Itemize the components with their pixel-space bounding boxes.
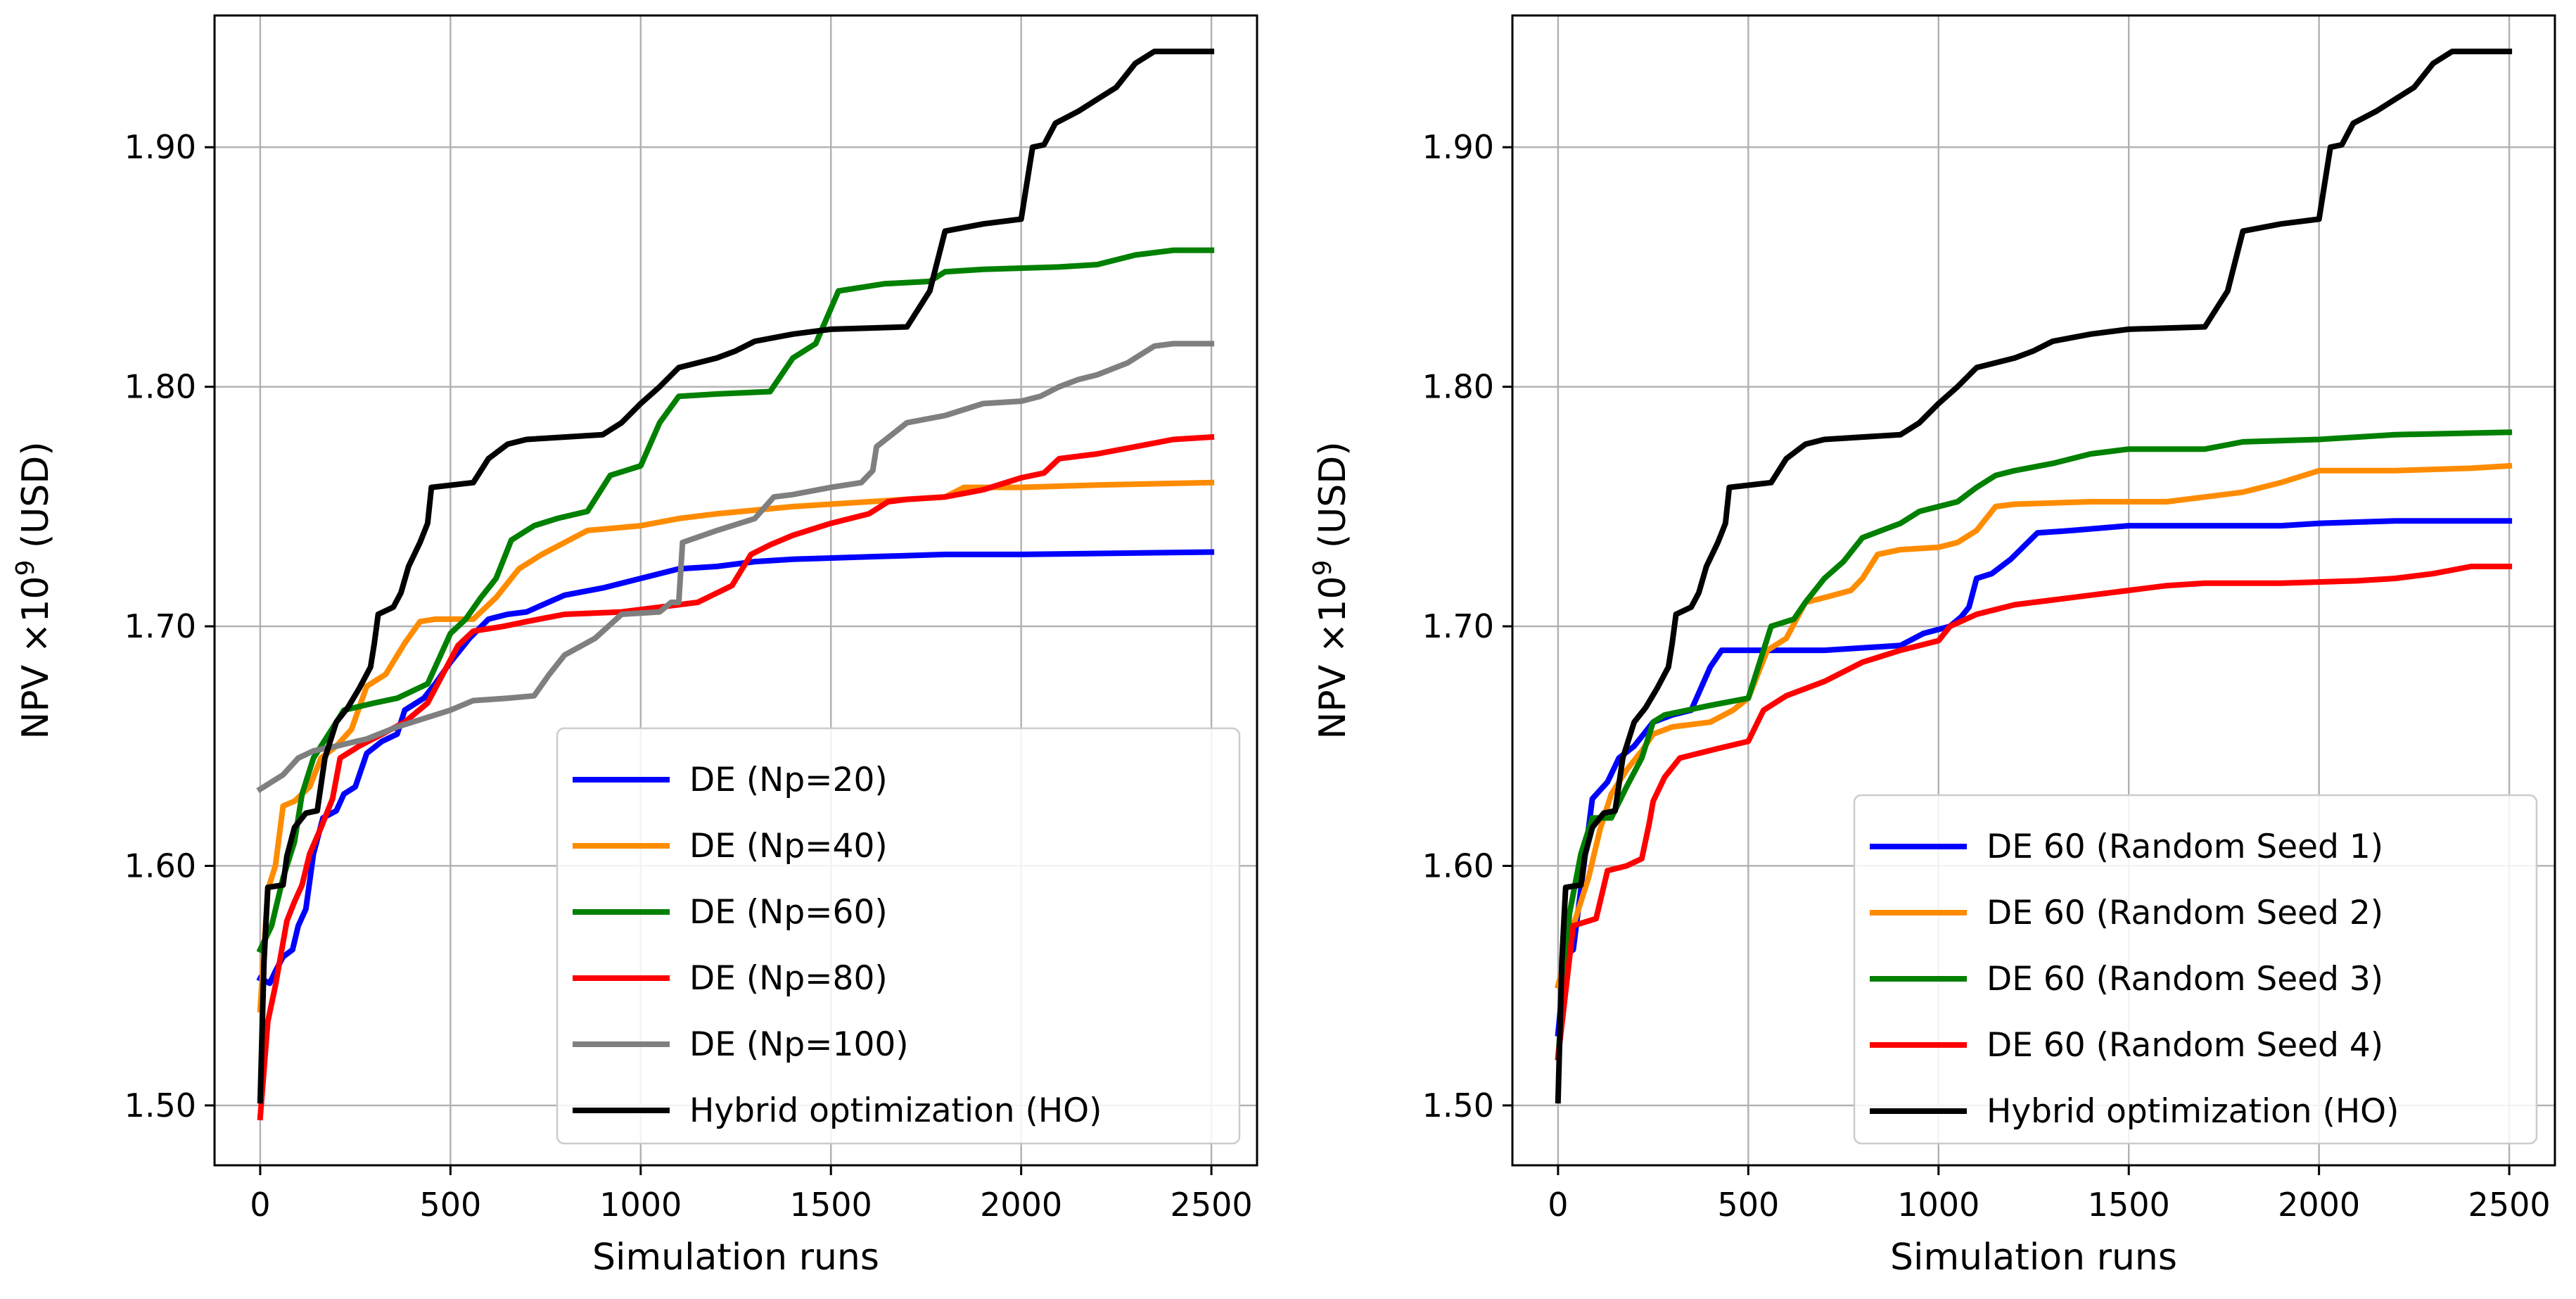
y-axis-label-suffix: (USD) [1312, 441, 1354, 559]
x-tick-label: 1500 [790, 1186, 872, 1224]
y-tick-label: 1.60 [1422, 847, 1494, 885]
axes-frame [213, 14, 1258, 1167]
legend-label: DE 60 (Random Seed 3) [1987, 960, 2383, 999]
y-tick-label: 1.50 [1422, 1086, 1494, 1124]
legend-label: DE 60 (Random Seed 4) [1987, 1026, 2383, 1065]
series-line [256, 247, 1215, 953]
y-axis-label-exponent: 9 [1308, 560, 1337, 576]
x-tick-label: 2000 [980, 1186, 1062, 1224]
series-line [1555, 49, 2513, 1104]
x-tick-label: 2500 [2468, 1186, 2551, 1224]
y-axis-label: NPV ×109 (USD) [1308, 441, 1354, 739]
x-tick-label: 500 [1717, 1186, 1779, 1224]
axes-frame [1511, 14, 2556, 1167]
y-axis-label-exponent: 9 [11, 560, 40, 576]
x-axis-label: Simulation runs [1890, 1236, 2177, 1279]
legend: DE 60 (Random Seed 1) DE 60 (Random Seed … [1853, 794, 2538, 1145]
legend-label: DE 60 (Random Seed 1) [1987, 828, 2383, 866]
y-tick-label: 1.80 [125, 368, 196, 406]
x-tick-label: 1000 [1897, 1186, 1979, 1224]
legend-label: Hybrid optimization (HO) [689, 1091, 1102, 1130]
series-line [1555, 564, 2513, 1061]
series-line [257, 433, 1215, 1121]
y-axis-label-prefix: NPV ×10 [1312, 576, 1354, 740]
legend-label: Hybrid optimization (HO) [1987, 1092, 2399, 1131]
x-tick-label: 500 [419, 1186, 481, 1224]
y-tick-label: 1.80 [1422, 368, 1494, 406]
legend-label: DE (Np=60) [689, 893, 888, 932]
legend-label: DE (Np=100) [689, 1025, 909, 1064]
series-line [1555, 429, 2513, 1061]
x-tick-label: 1500 [2088, 1186, 2170, 1224]
series-line [257, 479, 1215, 1013]
x-tick-label: 2000 [2278, 1186, 2360, 1224]
y-tick-label: 1.90 [125, 128, 196, 166]
legend-box [556, 727, 1241, 1145]
x-tick-label: 1000 [599, 1186, 682, 1224]
legend: DE (Np=20) DE (Np=40) DE (Np=60) DE (Np=80)… [556, 727, 1241, 1145]
legend-label: DE (Np=40) [689, 827, 888, 866]
y-tick-label: 1.50 [125, 1086, 196, 1124]
x-axis-label: Simulation runs [592, 1236, 879, 1279]
chart-left: 0 500 1000 1500 2000 2500 1.50 1.60 1.70 1.80 1.90… [11, 14, 1258, 1279]
legend-box [1853, 794, 2538, 1145]
x-tick-label: 0 [250, 1186, 270, 1224]
y-axis-label: NPV ×109 (USD) [11, 441, 57, 739]
y-tick-label: 1.70 [1422, 607, 1494, 645]
series-line [1555, 462, 2513, 989]
chart-right: 0 500 1000 1500 2000 2500 1.50 1.60 1.70 1.80 1.90… [1308, 14, 2556, 1279]
y-tick-label: 1.90 [1422, 128, 1494, 166]
x-tick-label: 0 [1548, 1186, 1568, 1224]
y-tick-label: 1.70 [125, 607, 196, 645]
legend-label: DE 60 (Random Seed 2) [1987, 894, 2383, 932]
y-tick-label: 1.60 [125, 847, 196, 885]
series-line [256, 549, 1215, 987]
series-line [257, 49, 1215, 1104]
series-line [256, 341, 1215, 794]
series-line [1555, 518, 2513, 1037]
x-tick-label: 2500 [1171, 1186, 1253, 1224]
y-axis-label-suffix: (USD) [15, 441, 57, 559]
legend-label: DE (Np=80) [689, 959, 888, 998]
legend-label: DE (Np=20) [689, 761, 888, 799]
y-axis-label-prefix: NPV ×10 [15, 576, 57, 740]
